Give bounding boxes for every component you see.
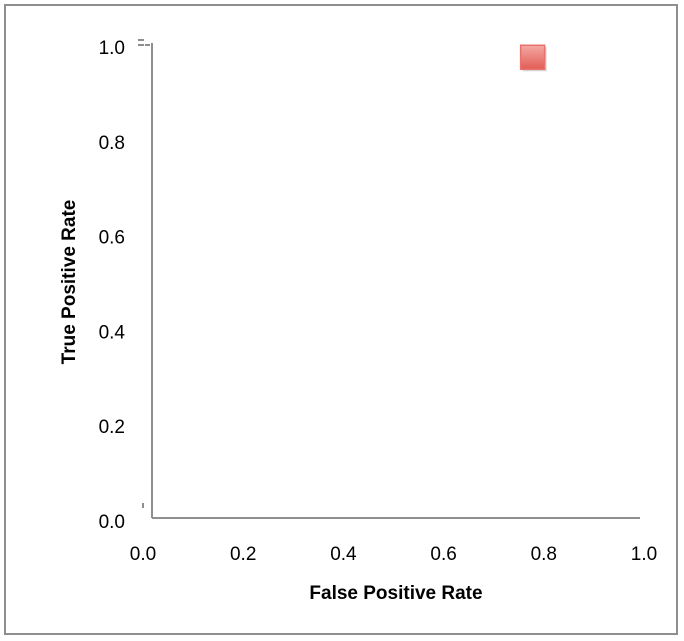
y-tick-label: 0.8	[99, 133, 125, 154]
x-tick-label: 0.2	[230, 544, 256, 565]
y-tick-labels: 0.0 0.2 0.4 0.6 0.8 1.0	[99, 38, 126, 533]
y-tick-label: 1.0	[99, 38, 125, 59]
y-tick-label: 0.6	[99, 228, 125, 249]
y-tick-label: 0.2	[99, 417, 125, 438]
axis-stubs	[138, 39, 150, 508]
chart-frame	[4, 4, 678, 635]
y-tick-label: 0.4	[99, 322, 126, 343]
x-tick-label: 1.0	[631, 544, 657, 565]
data-points	[519, 44, 547, 72]
x-tick-label: 0.8	[531, 544, 557, 565]
x-tick-label: 0.6	[430, 544, 456, 565]
x-tick-labels: 0.0 0.2 0.4 0.6 0.8 1.0	[130, 544, 657, 565]
x-tick-label: 0.0	[130, 544, 156, 565]
y-tick-label: 0.0	[99, 512, 125, 533]
y-axis-title: True Positive Rate	[59, 200, 80, 365]
x-axis-title: False Positive Rate	[309, 583, 482, 604]
data-point	[519, 44, 546, 70]
x-tick-label: 0.4	[330, 544, 357, 565]
